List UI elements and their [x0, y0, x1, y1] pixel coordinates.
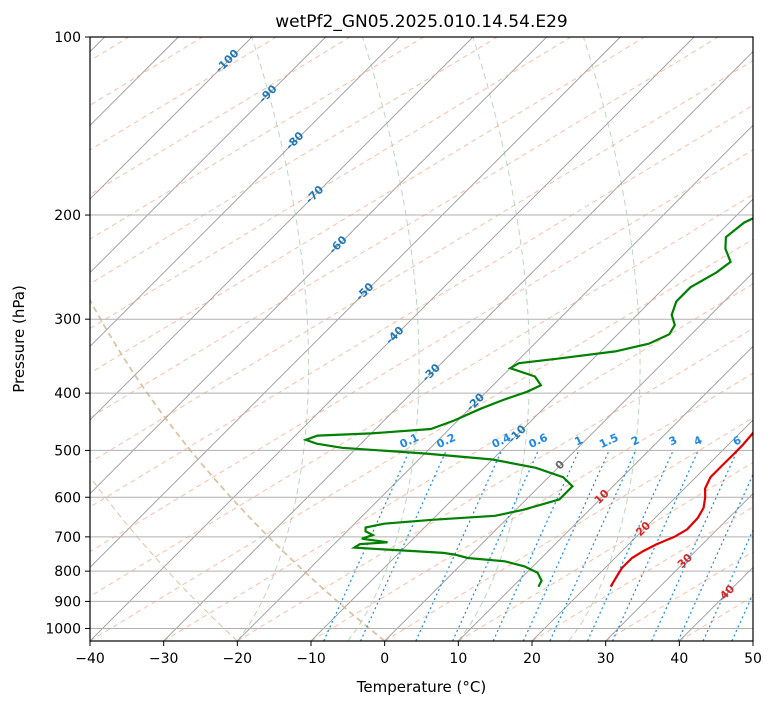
skewed-isotherm: [384, 272, 753, 641]
x-tick-label: 10: [449, 651, 467, 667]
y-tick-label: 200: [54, 208, 81, 224]
x-tick-label: −20: [223, 651, 253, 667]
moist-adiabat: [236, 37, 310, 641]
dry-adiabat: [90, 298, 386, 641]
x-tick-label: 20: [523, 651, 541, 667]
x-tick-label: 30: [597, 651, 615, 667]
y-tick-label: 500: [54, 443, 81, 459]
skewed-isotherm: [458, 345, 753, 641]
chart-title: wetPf2_GN05.2025.010.14.54.E29: [275, 12, 567, 32]
skewed-isotherm: [237, 124, 753, 641]
skewed-isotherm: [310, 198, 753, 641]
x-tick-label: 50: [744, 651, 762, 667]
x-tick-label: 40: [670, 651, 688, 667]
y-tick-label: 1000: [45, 621, 81, 637]
x-tick-label: 0: [380, 651, 389, 667]
y-tick-label: 600: [54, 490, 81, 506]
y-tick-label: 700: [54, 530, 81, 546]
skewed-isotherm: [90, 37, 621, 568]
skewed-isotherm: [90, 37, 253, 200]
y-axis: 100 200 300 400 500 600 700 800 900 1000: [45, 30, 90, 637]
x-tick-label: −10: [296, 651, 326, 667]
x-axis: −40 −30 −20 −10 0 10 20 30 40 50: [75, 641, 762, 667]
skewed-isotherm: [163, 51, 753, 641]
y-tick-label: 100: [54, 30, 81, 46]
dewpoint-line: [302, 217, 753, 588]
y-tick-label: 400: [54, 386, 81, 402]
skewed-isotherm: [90, 37, 326, 274]
x-tick-label: −30: [149, 651, 179, 667]
x-tick-label: −40: [75, 651, 105, 667]
moist-adiabat: [568, 37, 641, 641]
y-tick-label: 900: [54, 594, 81, 610]
y-axis-title: Pressure (hPa): [10, 285, 28, 393]
pressure-gridlines: [90, 214, 753, 629]
moist-adiabat: [347, 37, 420, 641]
temperature-line: [609, 431, 753, 588]
skewed-isotherm: [605, 493, 753, 641]
y-tick-label: 800: [54, 564, 81, 580]
moist-adiabat: [457, 37, 531, 641]
background-guide-lines: [90, 37, 753, 641]
skewed-isotherm: [90, 37, 547, 495]
plot-frame: [89, 36, 754, 642]
y-tick-label: 300: [54, 312, 81, 328]
x-axis-title: Temperature (°C): [356, 678, 486, 696]
skewed-isotherm: [90, 37, 695, 641]
skewed-isotherm: [90, 37, 474, 421]
skewed-isotherm: [90, 37, 400, 347]
sounding-lines: [302, 217, 753, 588]
